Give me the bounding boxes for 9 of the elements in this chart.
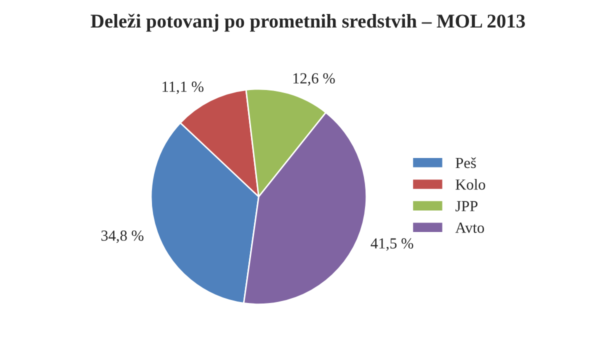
data-label: 34,8 % <box>101 230 144 243</box>
chart-title: Deleži potovanj po prometnih sredstvih – MOL 2013 <box>90 14 525 32</box>
data-label: 41,5 % <box>370 238 414 251</box>
legend-label: Peš <box>456 157 476 168</box>
data-label: 12,6 % <box>293 73 335 86</box>
legend-label: JPP <box>456 201 478 212</box>
legend-label: Kolo <box>456 178 486 190</box>
data-label: 11,1 % <box>162 82 204 94</box>
legend-label: Avto <box>455 222 484 233</box>
